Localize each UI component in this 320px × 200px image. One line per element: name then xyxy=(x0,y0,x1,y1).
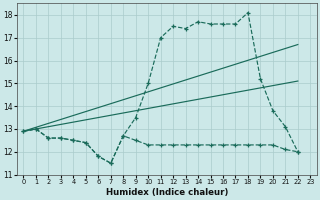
X-axis label: Humidex (Indice chaleur): Humidex (Indice chaleur) xyxy=(106,188,228,197)
